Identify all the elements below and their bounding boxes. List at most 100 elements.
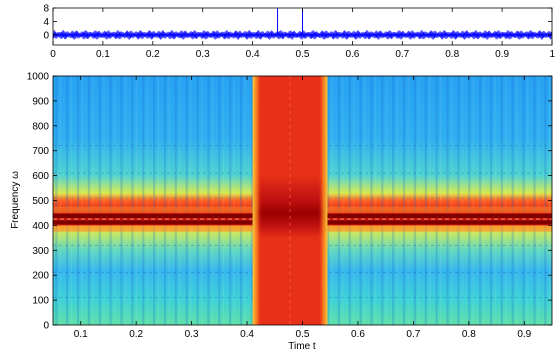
spectrogram-x-ticks: 0.1 0.2 0.3 0.4 0.5 0.6 0.7 0.8 0.9	[74, 76, 532, 340]
spectrogram-x-tick-label: 0.7	[406, 329, 420, 340]
striation-light	[179, 76, 181, 325]
striation-light	[407, 76, 409, 325]
column-edge-right	[318, 76, 328, 325]
striation	[142, 76, 145, 325]
spectrogram-y-tick-label: 700	[32, 146, 49, 157]
striation	[446, 76, 449, 325]
striation-light	[124, 76, 127, 325]
striation-light	[157, 76, 159, 325]
spectrogram-x-tick-label: 0.4	[240, 329, 254, 340]
striation	[207, 76, 210, 325]
striation	[522, 76, 525, 325]
striation-light	[363, 76, 366, 325]
striation-light	[103, 76, 105, 325]
striation-light	[190, 76, 192, 325]
striation-light	[472, 76, 475, 325]
striation-light	[450, 76, 453, 325]
column-edge-left	[252, 76, 262, 325]
signal-x-tick-label: 0.2	[146, 49, 160, 60]
striation-light	[440, 76, 442, 325]
striation	[120, 76, 123, 325]
striation-light	[461, 76, 464, 325]
signal-x-tick-label: 0.4	[246, 49, 260, 60]
spectrogram-x-tick-label: 0.3	[185, 329, 199, 340]
striation	[370, 76, 373, 325]
striation	[98, 76, 101, 325]
signal-series	[53, 8, 552, 40]
striation-light	[135, 76, 138, 325]
striation	[413, 76, 417, 325]
spectrogram-y-tick-label: 300	[32, 246, 49, 257]
spectrogram-y-tick-label: 800	[32, 121, 49, 132]
striation	[402, 76, 406, 325]
striation-light	[505, 76, 507, 325]
striation-light	[483, 76, 485, 325]
striation-light	[114, 76, 116, 325]
striation-light	[374, 76, 377, 325]
striation	[250, 76, 254, 325]
striation	[185, 76, 188, 325]
striation-light	[70, 76, 72, 325]
signal-line	[53, 30, 552, 40]
striation-light	[516, 76, 518, 325]
y-axis-label: Frequency ω	[10, 171, 21, 229]
striation-light	[200, 76, 203, 325]
striation	[337, 76, 340, 325]
spectrogram-y-tick-label: 900	[32, 96, 49, 107]
striation	[457, 76, 460, 325]
x-axis-label: Time t	[288, 341, 316, 352]
spectrogram-x-tick-label: 0.5	[296, 329, 310, 340]
signal-y-tick-label: 0	[43, 30, 49, 41]
striation	[87, 76, 91, 325]
striation-light	[146, 76, 149, 325]
striation-light	[385, 76, 388, 325]
spectrogram-image	[53, 76, 552, 325]
striation-light	[81, 76, 83, 325]
signal-y-tick-label: 8	[43, 4, 49, 15]
vertical-time-band	[252, 76, 328, 325]
signal-x-tick-label: 0.1	[96, 49, 110, 60]
signal-x-tick-label: 1	[549, 49, 555, 60]
striation	[533, 76, 536, 325]
striation	[218, 76, 221, 325]
striation	[381, 76, 384, 325]
striation	[511, 76, 514, 325]
striation-light	[418, 76, 420, 325]
striation	[196, 76, 199, 325]
striation	[66, 76, 69, 325]
signal-panel: 8 4 0 0 0.1 0.2 0.3 0.4 0.5 0.6 0.7 0.8 0.9 1	[43, 4, 555, 61]
spectrogram-striations	[53, 76, 552, 325]
striation	[229, 76, 232, 325]
spectrogram-y-tick-label: 200	[32, 271, 49, 282]
striation-light	[222, 76, 225, 325]
signal-y-tick-label: 4	[43, 17, 49, 28]
striation-light	[92, 76, 94, 325]
striation	[359, 76, 362, 325]
spectrogram-y-tick-label: 1000	[27, 72, 50, 83]
striation-light	[59, 76, 62, 325]
striation	[544, 76, 547, 325]
striation	[163, 76, 167, 325]
spectrogram-y-tick-label: 0	[43, 321, 49, 332]
signal-x-tick-label: 0.7	[395, 49, 409, 60]
striation-light	[168, 76, 170, 325]
signal-x-tick-label: 0.9	[495, 49, 509, 60]
striation-light	[537, 76, 540, 325]
spectrogram-y-tick-label: 400	[32, 221, 49, 232]
striation-light	[211, 76, 214, 325]
spectrogram-x-tick-label: 0.8	[462, 329, 476, 340]
striation	[326, 76, 330, 325]
striation	[479, 76, 482, 325]
striation-light	[396, 76, 398, 325]
spectrogram-x-tick-label: 0.9	[517, 329, 531, 340]
striation-light	[353, 76, 355, 325]
striation	[468, 76, 471, 325]
signal-x-tick-label: 0.8	[445, 49, 459, 60]
signal-x-tick-label: 0.5	[296, 49, 310, 60]
striation-light	[233, 76, 235, 325]
spectrogram-x-tick-label: 0.2	[129, 329, 143, 340]
spectrogram-y-ticks: 0 100 200 300 400 500 600 700 800 900 1000	[27, 72, 552, 332]
striation	[489, 76, 493, 325]
